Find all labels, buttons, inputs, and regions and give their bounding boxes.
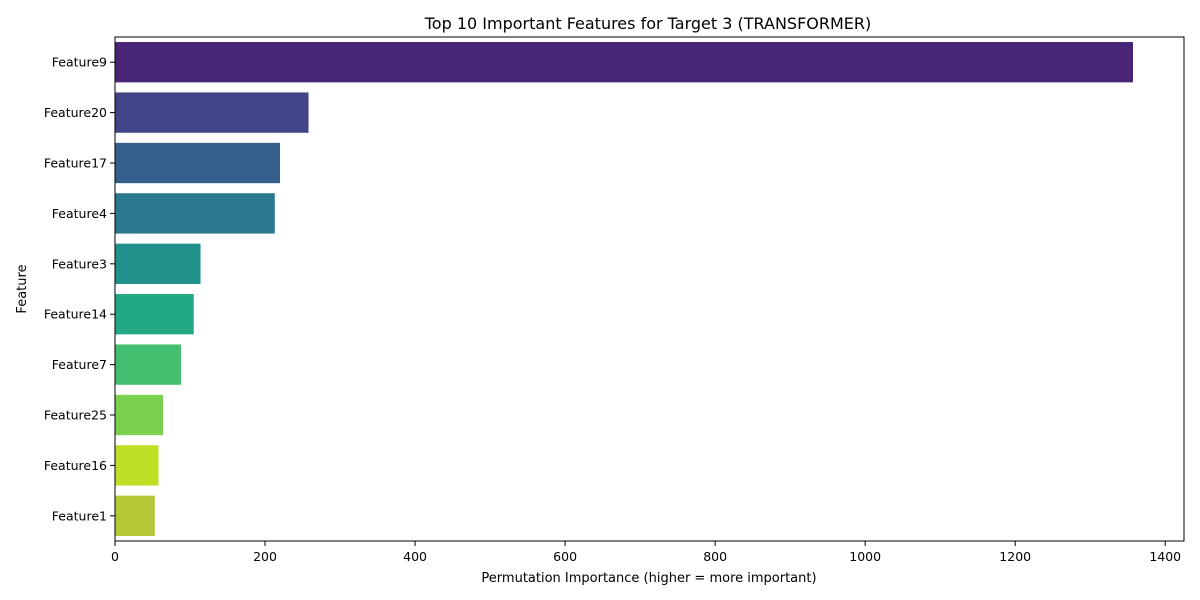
x-tick-label: 200 (253, 549, 277, 564)
chart-title: Top 10 Important Features for Target 3 (… (424, 14, 872, 33)
y-axis-label: Feature (15, 264, 30, 313)
bar-feature16 (115, 445, 159, 486)
x-tick-label: 600 (553, 549, 577, 564)
bar-feature1 (115, 495, 155, 536)
y-tick-label: Feature9 (52, 55, 107, 70)
bar-feature7 (115, 344, 182, 385)
bar-feature25 (115, 394, 164, 436)
y-tick-label: Feature16 (44, 458, 107, 473)
x-tick-label: 1000 (849, 549, 881, 564)
y-tick-label: Feature25 (44, 408, 107, 423)
y-tick-label: Feature1 (52, 508, 107, 523)
bar-feature4 (115, 193, 275, 234)
y-tick-label: Feature20 (44, 105, 107, 120)
x-tick-label: 400 (403, 549, 427, 564)
y-tick-label: Feature4 (52, 206, 107, 221)
bar-feature3 (115, 243, 201, 284)
bar-feature14 (115, 294, 194, 335)
y-tick-label: Feature14 (44, 307, 107, 322)
x-axis-ticks: 0 200 400 600 800 1000 1200 1400 (111, 541, 1181, 564)
y-axis-ticks: Feature9 Feature20 Feature17 Feature4 Featur… (44, 55, 115, 523)
x-axis-label: Permutation Importance (higher = more im… (481, 571, 816, 586)
plot-frame (114, 36, 1185, 542)
bar-feature9 (115, 42, 1133, 83)
x-tick-label: 0 (111, 549, 119, 564)
y-tick-label: Feature7 (52, 357, 107, 372)
x-tick-label: 800 (703, 549, 727, 564)
y-tick-label: Feature3 (52, 256, 107, 271)
x-tick-label: 1400 (1149, 549, 1181, 564)
bar-feature20 (115, 92, 309, 133)
y-tick-label: Feature17 (44, 156, 107, 171)
bar-feature17 (115, 142, 281, 184)
bars-group (115, 42, 1133, 536)
x-tick-label: 1200 (999, 549, 1031, 564)
